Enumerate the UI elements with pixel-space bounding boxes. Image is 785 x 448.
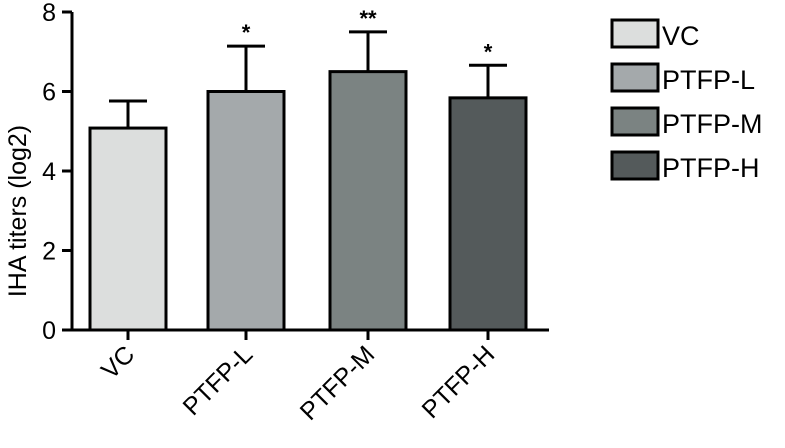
- y-axis: 0 2 4 6 8: [42, 0, 74, 345]
- legend-label: PTFP-M: [662, 109, 763, 139]
- legend: VC PTFP-L PTFP-M PTFP-H: [610, 18, 763, 183]
- bar-vc: [88, 126, 168, 332]
- bar-ptfp-h: [448, 96, 528, 332]
- significance-marker: *: [484, 39, 493, 64]
- y-tick-label: 0: [42, 317, 56, 345]
- significance-marker: **: [359, 6, 377, 31]
- legend-swatch: [610, 62, 660, 93]
- y-tick-label: 4: [42, 158, 56, 186]
- x-tick-label: PTFP-M: [295, 340, 381, 426]
- bar-ptfp-m: [328, 70, 408, 332]
- legend-swatch: [610, 106, 660, 137]
- x-tick-label: PTFP-L: [178, 340, 259, 421]
- bars: ****: [88, 6, 528, 332]
- x-axis: VC PTFP-L PTFP-M PTFP-H: [70, 328, 549, 426]
- y-tick-label: 2: [42, 238, 56, 266]
- legend-swatch: [610, 18, 660, 49]
- x-tick-label: PTFP-H: [417, 340, 501, 424]
- legend-label: VC: [662, 21, 700, 51]
- legend-label: PTFP-L: [662, 65, 755, 95]
- legend-label: PTFP-H: [662, 153, 760, 183]
- bar-ptfp-l: [206, 90, 286, 332]
- legend-swatch: [610, 150, 660, 181]
- x-tick-label: VC: [96, 340, 140, 384]
- y-tick-label: 6: [42, 79, 56, 107]
- y-tick-label: 8: [42, 0, 56, 27]
- y-axis-label: IHA titers (log2): [4, 125, 32, 297]
- significance-marker: *: [242, 20, 251, 45]
